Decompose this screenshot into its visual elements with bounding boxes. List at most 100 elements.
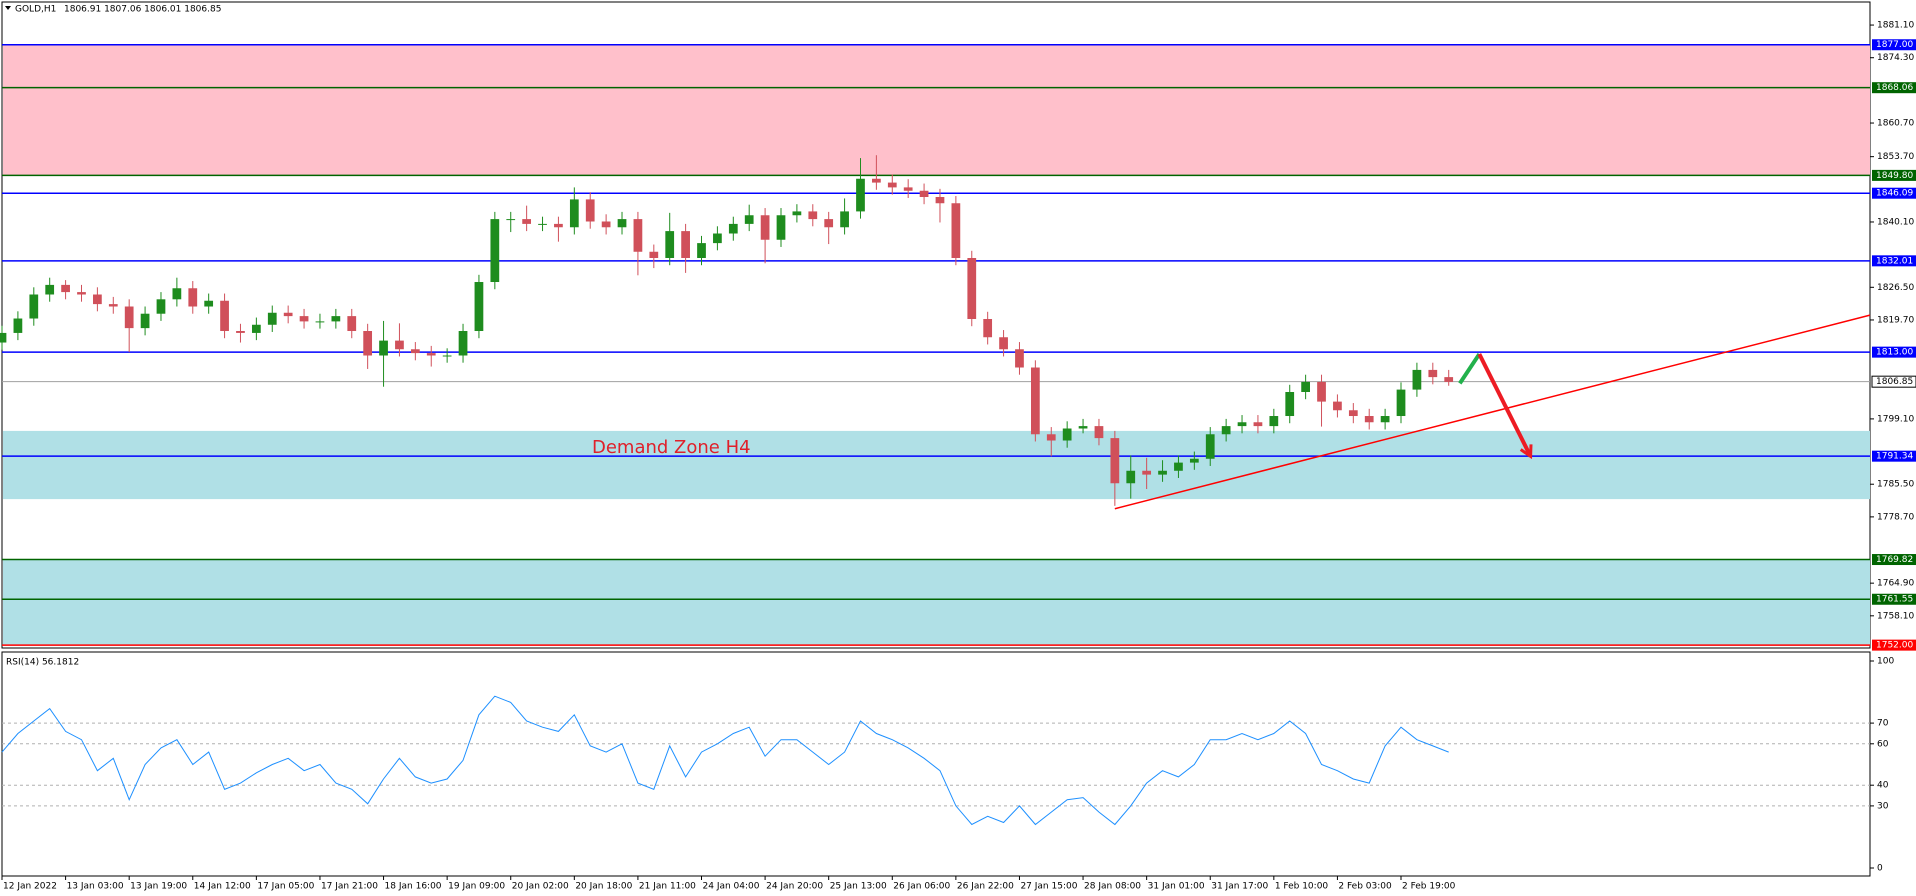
candle-body [426,353,436,356]
rsi-tick-label: 40 [1877,781,1889,791]
y-tick-label: 1758.10 [1877,611,1914,621]
y-tick-label: 1881.10 [1877,21,1914,31]
candle-body [204,300,214,307]
y-tick-label: 1764.90 [1877,579,1914,589]
candle-body [999,337,1008,350]
level-label-bg [1872,593,1916,605]
zone [3,559,1870,646]
candle-body [236,331,245,333]
candle-body [1285,392,1295,417]
candle-body [569,199,579,228]
level-label: 1791.34 [1876,452,1913,462]
x-tick-label: 26 Jan 06:00 [893,882,950,892]
menu-triangle [5,6,11,10]
candle-body [61,284,70,293]
candle-body [967,257,977,319]
candle-body [1317,381,1326,402]
candle-body [506,219,516,221]
candle-body [522,219,532,224]
y-tick-label: 1874.30 [1877,53,1914,63]
rsi-panel [1,651,1871,877]
rsi-tick-label: 100 [1877,657,1894,667]
x-tick-label: 12 Jan 2022 [3,882,57,892]
candle-body [140,313,150,329]
level-label-bg [1872,554,1916,566]
candle-body [1078,426,1088,429]
candle-body [1333,401,1342,411]
candle-body [490,219,500,283]
candle-body [1396,389,1406,417]
candle-body [77,292,86,295]
candle-body [0,332,7,343]
level-label: 1846.09 [1876,189,1913,199]
x-tick-label: 31 Jan 01:00 [1148,882,1205,892]
level-label-bg [1872,255,1916,267]
level-label: 1849.80 [1876,171,1913,181]
trendline [1114,314,1871,510]
candle-body [1444,377,1454,382]
candle-body [156,299,166,314]
x-tick-label: 20 Jan 02:00 [512,882,569,892]
candle-body [410,349,420,354]
candle-body [744,215,754,224]
candle-body [903,187,913,191]
candle-body [1380,416,1390,423]
rsi-tick-label: 60 [1877,739,1889,749]
candle-body [1046,434,1056,441]
x-tick-label: 25 Jan 13:00 [830,882,887,892]
x-tick-label: 28 Jan 08:00 [1084,882,1141,892]
candle-body [1126,470,1136,484]
level-label-bg [1872,450,1916,462]
level-label-bg [1872,187,1916,199]
candle-body [728,223,738,234]
candle-body [1158,470,1167,475]
candle-body [983,318,993,338]
y-tick-label: 1826.50 [1877,283,1914,293]
candle-body [124,306,134,329]
y-tick-label: 1778.70 [1877,512,1914,522]
x-tick-label: 24 Jan 04:00 [703,882,760,892]
arrow-head [1519,444,1533,460]
x-tick-label: 24 Jan 20:00 [766,882,823,892]
candle-body [347,316,357,332]
candle-body [172,288,182,300]
level-label: 1769.82 [1876,555,1913,565]
candle-body [649,251,659,258]
candle-body [1301,381,1310,393]
candle-body [1142,470,1152,475]
arrow-line [1458,352,1481,385]
candle-body [1237,422,1247,427]
x-tick-label: 26 Jan 22:00 [957,882,1014,892]
x-tick-label: 27 Jan 15:00 [1020,882,1077,892]
candle-body [951,203,961,258]
level-label-bg [1872,82,1916,94]
candle-body [585,199,595,222]
level-label: 1877.00 [1876,40,1913,50]
candle-body [554,223,563,228]
quote: 1806.91 1807.06 1806.01 1806.85 [64,5,221,15]
x-tick-label: 13 Jan 19:00 [130,882,187,892]
x-tick-label: 31 Jan 17:00 [1211,882,1268,892]
candle-body [283,312,293,317]
rsi-tick-label: 30 [1877,801,1889,811]
candle-body [1221,426,1231,435]
candle-body [1094,426,1104,439]
y-tick-label: 1853.70 [1877,152,1914,162]
level-label: 1868.06 [1876,83,1913,93]
candle-body [697,243,706,258]
level-label: 1813.00 [1876,348,1913,358]
level-label: 1761.55 [1876,595,1913,605]
x-tick-label: 20 Jan 18:00 [575,882,632,892]
y-tick-label: 1860.70 [1877,119,1914,129]
level-label: 1806.85 [1876,377,1913,387]
candle-body [1062,428,1072,441]
candle-body [1269,416,1279,427]
candle-body [617,219,627,228]
candle-body [299,316,309,322]
level-label: 1752.00 [1876,641,1913,651]
arrow-line [1477,353,1533,458]
candle-body [808,211,818,220]
level-label-bg [1872,169,1916,181]
